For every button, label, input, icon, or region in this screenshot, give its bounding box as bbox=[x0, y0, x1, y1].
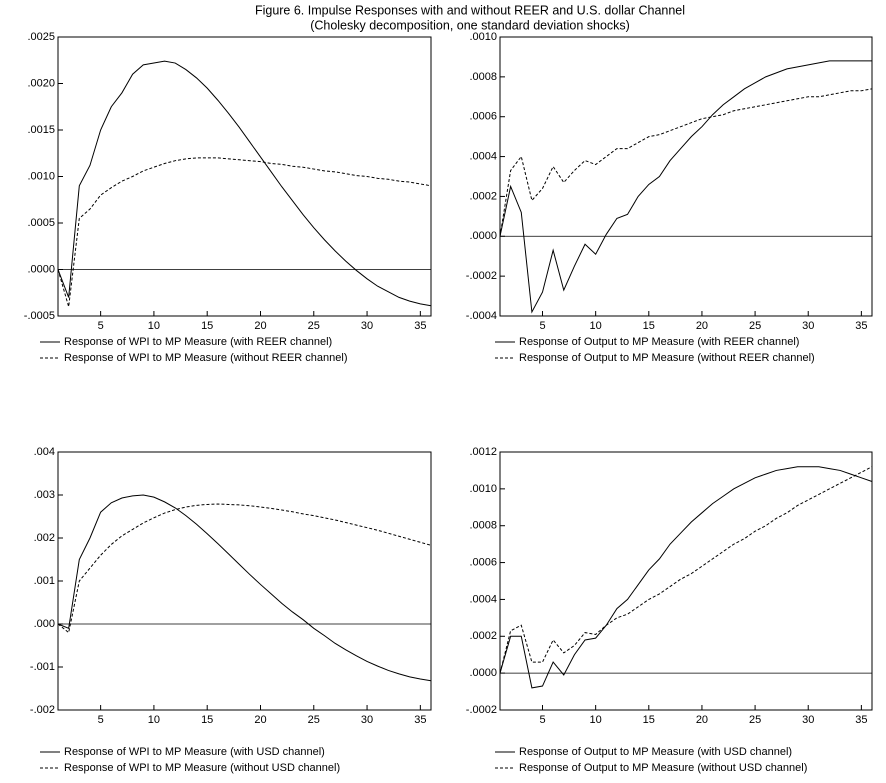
legend-label: Response of WPI to MP Measure (with USD … bbox=[64, 746, 325, 758]
figure-subtitle: (Cholesky decomposition, one standard de… bbox=[310, 18, 630, 32]
x-tick-label: 15 bbox=[201, 714, 213, 726]
x-tick-label: 5 bbox=[539, 320, 545, 332]
y-tick-label: -.001 bbox=[30, 661, 55, 673]
series-line bbox=[499, 466, 873, 689]
y-tick-label: .0002 bbox=[469, 190, 497, 202]
y-tick-label: -.0002 bbox=[466, 270, 497, 282]
y-tick-label: -.002 bbox=[30, 704, 55, 716]
legend-label: Response of Output to MP Measure (with R… bbox=[519, 336, 799, 348]
y-tick-label: .0005 bbox=[27, 217, 55, 229]
x-tick-label: 20 bbox=[696, 714, 708, 726]
y-tick-label: .001 bbox=[34, 575, 55, 587]
x-tick-label: 30 bbox=[361, 714, 373, 726]
y-tick-label: .0010 bbox=[469, 483, 497, 495]
x-tick-label: 10 bbox=[590, 320, 602, 332]
x-tick-label: 35 bbox=[414, 714, 426, 726]
series-line bbox=[499, 466, 873, 674]
legend-label: Response of WPI to MP Measure (with REER… bbox=[64, 336, 332, 348]
x-tick-label: 10 bbox=[148, 320, 160, 332]
y-tick-label: .004 bbox=[34, 446, 55, 458]
y-tick-label: .0008 bbox=[469, 71, 497, 83]
series-line bbox=[57, 503, 432, 634]
x-tick-label: 15 bbox=[201, 320, 213, 332]
y-tick-label: .0004 bbox=[469, 593, 497, 605]
y-tick-label: .0000 bbox=[469, 230, 497, 242]
y-tick-label: -.0002 bbox=[466, 704, 497, 716]
series-line bbox=[499, 88, 873, 237]
series-line bbox=[499, 60, 872, 314]
y-tick-label: .0015 bbox=[27, 124, 55, 136]
y-tick-label: .0020 bbox=[27, 77, 55, 89]
y-tick-label: .0000 bbox=[27, 263, 55, 275]
y-tick-label: .000 bbox=[34, 618, 55, 630]
y-tick-label: .0004 bbox=[469, 150, 497, 162]
y-tick-label: .0012 bbox=[469, 446, 497, 458]
x-tick-label: 15 bbox=[643, 320, 655, 332]
plot-frame bbox=[57, 36, 432, 317]
series-line bbox=[57, 157, 432, 307]
x-tick-label: 25 bbox=[749, 714, 761, 726]
y-tick-label: -.0005 bbox=[24, 310, 55, 322]
y-tick-label: .0006 bbox=[469, 556, 497, 568]
x-tick-label: 10 bbox=[148, 714, 160, 726]
x-tick-label: 30 bbox=[802, 320, 814, 332]
series-line bbox=[57, 60, 432, 307]
y-tick-label: .003 bbox=[34, 489, 55, 501]
x-tick-label: 35 bbox=[414, 320, 426, 332]
x-tick-label: 5 bbox=[539, 714, 545, 726]
x-tick-label: 20 bbox=[254, 714, 266, 726]
y-tick-label: .0025 bbox=[27, 31, 55, 43]
x-tick-label: 30 bbox=[802, 714, 814, 726]
legend-label: Response of Output to MP Measure (withou… bbox=[519, 762, 807, 774]
legend-label: Response of WPI to MP Measure (without U… bbox=[64, 762, 340, 774]
series-line bbox=[57, 494, 432, 682]
figure-title: Figure 6. Impulse Responses with and wit… bbox=[255, 3, 685, 17]
plot-frame bbox=[57, 451, 432, 711]
plot-frame bbox=[499, 36, 873, 317]
y-tick-label: -.0004 bbox=[466, 310, 497, 322]
x-tick-label: 25 bbox=[308, 714, 320, 726]
y-tick-label: .0002 bbox=[469, 630, 497, 642]
y-tick-label: .0010 bbox=[27, 170, 55, 182]
x-tick-label: 25 bbox=[749, 320, 761, 332]
x-tick-label: 5 bbox=[98, 714, 104, 726]
plot-frame bbox=[499, 451, 873, 711]
x-tick-label: 20 bbox=[254, 320, 266, 332]
legend-label: Response of WPI to MP Measure (without R… bbox=[64, 352, 347, 364]
x-tick-label: 35 bbox=[855, 320, 867, 332]
legend-label: Response of Output to MP Measure (with U… bbox=[519, 746, 792, 758]
x-tick-label: 5 bbox=[98, 320, 104, 332]
y-tick-label: .002 bbox=[34, 532, 55, 544]
x-tick-label: 15 bbox=[643, 714, 655, 726]
y-tick-label: .0006 bbox=[469, 111, 497, 123]
x-tick-label: 10 bbox=[590, 714, 602, 726]
y-tick-label: .0010 bbox=[469, 31, 497, 43]
x-tick-label: 35 bbox=[855, 714, 867, 726]
y-tick-label: .0008 bbox=[469, 520, 497, 532]
x-tick-label: 20 bbox=[696, 320, 708, 332]
legend-label: Response of Output to MP Measure (withou… bbox=[519, 352, 815, 364]
x-tick-label: 30 bbox=[361, 320, 373, 332]
y-tick-label: .0000 bbox=[469, 667, 497, 679]
x-tick-label: 25 bbox=[308, 320, 320, 332]
